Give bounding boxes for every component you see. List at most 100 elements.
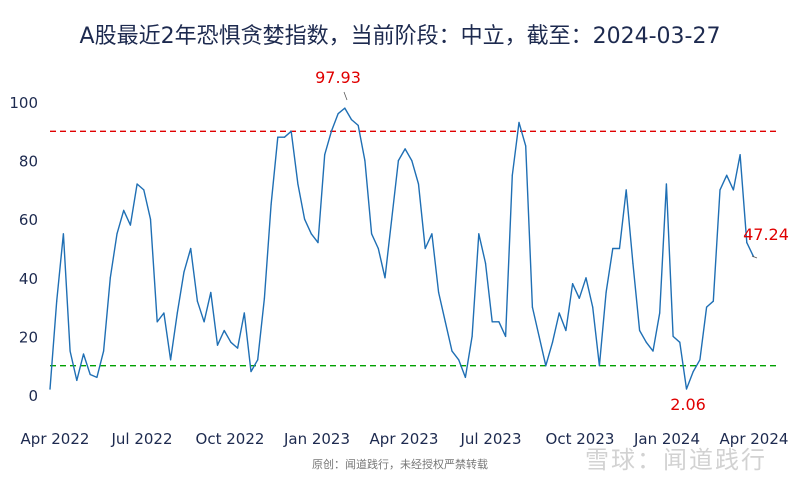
data-point xyxy=(746,242,748,244)
data-point xyxy=(290,130,292,132)
x-tick-label: Jan 2024 xyxy=(633,430,700,448)
data-point xyxy=(545,365,547,367)
data-point xyxy=(585,277,587,279)
data-point xyxy=(498,321,500,323)
data-point xyxy=(464,376,466,379)
data-point xyxy=(632,262,634,264)
data-point xyxy=(726,174,728,176)
y-tick-label: 80 xyxy=(19,153,38,171)
data-point xyxy=(89,373,91,376)
data-point xyxy=(163,312,165,314)
data-point xyxy=(377,247,379,250)
data-point xyxy=(270,203,272,206)
data-point xyxy=(491,321,493,323)
data-point xyxy=(49,388,51,390)
data-point xyxy=(404,148,406,150)
data-point xyxy=(732,189,735,191)
data-point xyxy=(310,233,312,235)
data-point xyxy=(618,247,621,250)
y-tick-label: 60 xyxy=(19,211,38,229)
data-point xyxy=(565,329,567,332)
annotation-label: 97.93 xyxy=(315,68,361,87)
data-point xyxy=(511,174,513,176)
data-point xyxy=(371,233,373,235)
data-point xyxy=(659,312,661,314)
data-point xyxy=(451,350,453,352)
y-tick-label: 40 xyxy=(19,270,38,288)
data-point xyxy=(304,218,306,220)
data-point xyxy=(478,233,480,235)
data-point xyxy=(317,242,319,244)
data-point xyxy=(652,350,654,352)
data-point xyxy=(672,335,674,337)
data-point xyxy=(598,365,601,367)
data-point xyxy=(96,376,98,379)
data-point xyxy=(525,145,527,147)
watermark: 雪球：闻道践行 xyxy=(585,446,767,474)
data-point xyxy=(156,321,158,323)
data-point xyxy=(190,247,192,250)
data-point xyxy=(384,277,386,279)
y-tick-label: 0 xyxy=(28,387,38,405)
data-point xyxy=(578,297,580,299)
data-point xyxy=(76,379,78,381)
data-point xyxy=(344,107,346,109)
data-point xyxy=(538,335,540,337)
x-tick-label: Oct 2023 xyxy=(546,430,615,448)
data-point xyxy=(210,291,212,294)
data-point xyxy=(109,277,111,279)
data-point xyxy=(123,209,125,212)
data-point xyxy=(679,341,681,343)
data-point xyxy=(56,300,58,302)
x-tick-label: Apr 2023 xyxy=(370,430,439,448)
data-point xyxy=(216,344,219,346)
data-point xyxy=(431,233,433,235)
data-point xyxy=(62,233,64,235)
data-point xyxy=(116,233,118,235)
data-point xyxy=(572,283,574,285)
series-line xyxy=(49,107,755,390)
data-point xyxy=(558,312,560,314)
data-point xyxy=(625,189,627,191)
data-point xyxy=(712,300,714,302)
y-tick-label: 20 xyxy=(19,328,38,346)
annotation-label: 2.06 xyxy=(670,395,706,414)
data-point xyxy=(136,183,138,185)
x-tick-label: Apr 2022 xyxy=(21,430,90,448)
data-point xyxy=(518,121,520,124)
data-point xyxy=(639,329,641,332)
data-point xyxy=(257,359,259,361)
data-point xyxy=(277,136,279,138)
chart-title: A股最近2年恐惧贪婪指数，当前阶段：中立，截至：2024-03-27 xyxy=(79,24,721,49)
x-tick-label: Oct 2022 xyxy=(196,430,265,448)
data-point xyxy=(645,341,647,343)
data-point xyxy=(458,359,460,361)
data-point xyxy=(471,335,473,337)
data-point xyxy=(324,154,326,156)
annotation-label: 47.24 xyxy=(743,225,789,244)
data-point xyxy=(357,124,359,127)
data-point xyxy=(612,247,614,250)
data-point xyxy=(692,370,694,373)
data-point xyxy=(505,335,507,337)
data-point xyxy=(176,312,178,314)
data-point xyxy=(337,113,339,115)
data-point xyxy=(417,183,420,185)
annotation-arrow xyxy=(343,91,348,101)
data-point xyxy=(424,247,426,250)
annotation-arrow xyxy=(751,255,758,259)
data-point xyxy=(364,160,366,162)
data-point xyxy=(237,347,239,349)
data-point xyxy=(183,271,185,273)
data-point xyxy=(103,350,105,352)
data-point xyxy=(685,388,688,390)
data-point xyxy=(484,262,487,264)
data-point xyxy=(330,130,332,132)
data-point xyxy=(230,341,232,343)
data-point xyxy=(263,297,265,299)
data-point xyxy=(665,183,668,185)
data-point xyxy=(444,321,446,323)
data-point xyxy=(411,160,413,162)
data-point xyxy=(170,359,172,361)
